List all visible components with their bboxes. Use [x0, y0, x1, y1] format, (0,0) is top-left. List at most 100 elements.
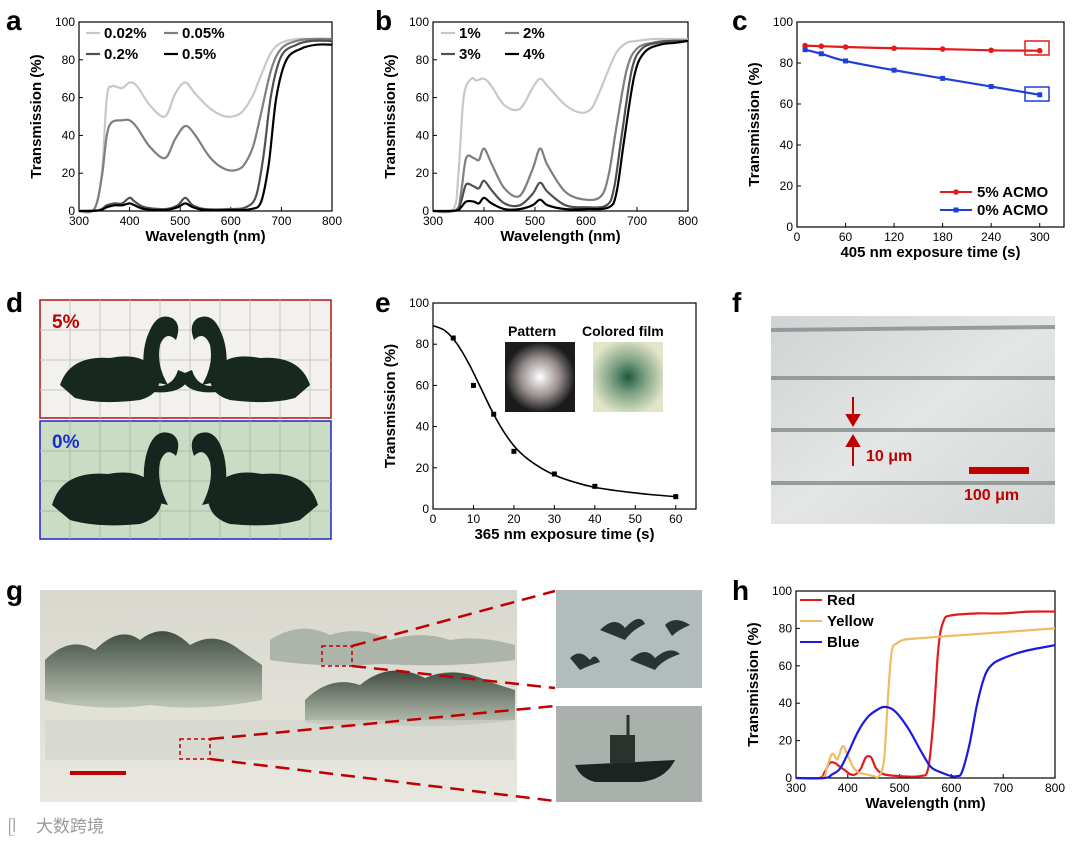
inset-film-label: Colored film	[582, 323, 664, 339]
data-point	[891, 45, 897, 52]
series-line-Red	[795, 610, 1056, 780]
arrow-up	[845, 434, 861, 447]
x-tick-label: 300	[423, 214, 443, 228]
y-tick-label: 40	[780, 138, 794, 152]
chart-a: 300 400 500 600 700 800 0 20 40 60 80 100 Wavelength…	[28, 15, 342, 245]
y-tick-label: 0	[68, 204, 75, 218]
data-point	[511, 448, 517, 454]
series-line-1%	[432, 37, 688, 214]
x-tick-label: 800	[322, 214, 342, 228]
plot-frame	[432, 302, 697, 510]
legend-label: Yellow	[827, 613, 874, 630]
data-point	[673, 494, 679, 500]
legend-label: 0.05%	[182, 25, 225, 42]
x-tick-label: 800	[678, 214, 698, 228]
y-axis-label: Transmission (%)	[382, 344, 399, 468]
series-line-0.05%	[78, 37, 333, 214]
data-point	[988, 84, 994, 90]
x-tick-label: 400	[120, 214, 140, 228]
x-axis-label: Wavelength (nm)	[500, 228, 620, 245]
zoom-line-1	[351, 589, 556, 648]
x-tick-label: 20	[507, 512, 521, 526]
micrograph-background	[771, 316, 1055, 524]
x-tick-label: 300	[69, 214, 89, 228]
y-tick-label: 80	[779, 621, 793, 635]
x-tick-label: 30	[548, 512, 562, 526]
micrograph: 10 μm 100 μm	[770, 316, 1056, 524]
x-axis-label: 405 nm exposure time (s)	[840, 244, 1020, 261]
water-reflection	[45, 720, 515, 760]
panel-label-c: c	[732, 5, 748, 36]
data-point	[1036, 47, 1043, 54]
watermark-logo-icon: ᥫ	[8, 817, 16, 836]
data-point	[988, 47, 994, 54]
y-tick-label: 0	[786, 220, 793, 234]
mountain-left	[45, 631, 262, 708]
legend-label: 5% ACMO	[977, 184, 1048, 201]
x-axis-label: 365 nm exposure time (s)	[474, 526, 654, 543]
colored-film-image	[593, 342, 663, 412]
x-axis-label: Wavelength (nm)	[145, 228, 265, 245]
arrow-down	[845, 414, 861, 427]
zoom-inset-birds	[556, 590, 702, 688]
x-tick-label: 40	[588, 512, 602, 526]
legend-label: 4%	[523, 46, 545, 63]
y-axis-label: Transmission (%)	[28, 54, 45, 178]
x-tick-label: 800	[1045, 781, 1065, 795]
x-tick-label: 0	[430, 512, 437, 526]
scale-bar-f	[969, 467, 1029, 474]
swan-photo-panel: 5% 0%	[39, 299, 332, 540]
x-tick-label: 700	[627, 214, 647, 228]
series-line-4%	[432, 39, 689, 213]
data-point	[1037, 92, 1043, 98]
legend-marker	[953, 207, 959, 213]
swan-pair-bottom	[52, 432, 318, 526]
x-tick-label: 240	[981, 230, 1001, 244]
zoom-line-2	[351, 664, 556, 690]
y-tick-label: 60	[416, 91, 430, 105]
series-line-0.2%	[78, 39, 333, 213]
x-axis-label: Wavelength (nm)	[865, 795, 985, 812]
x-tick-label: 500	[890, 781, 910, 795]
y-tick-label: 60	[416, 378, 430, 392]
y-tick-label: 80	[62, 53, 76, 67]
data-point	[551, 471, 557, 477]
x-tick-label: 400	[838, 781, 858, 795]
scale-bar-g	[70, 771, 126, 775]
y-tick-label: 80	[416, 53, 430, 67]
label-5pct: 5%	[52, 312, 80, 333]
watermark: 大数跨境	[36, 817, 104, 837]
y-axis-label: Transmission (%)	[745, 622, 762, 746]
spacing-label: 10 μm	[866, 448, 912, 465]
legend-label: 0.02%	[104, 25, 147, 42]
zoom-box-boat	[179, 738, 211, 760]
series-line-Yellow	[795, 627, 1056, 780]
x-tick-label: 10	[467, 512, 481, 526]
x-tick-label: 500	[170, 214, 190, 228]
x-tick-label: 700	[993, 781, 1013, 795]
y-tick-label: 100	[55, 15, 75, 29]
y-tick-label: 100	[409, 15, 429, 29]
x-tick-label: 500	[525, 214, 545, 228]
data-point	[802, 47, 808, 53]
panel-label-g: g	[6, 575, 23, 606]
data-point	[450, 335, 456, 341]
y-tick-label: 100	[409, 296, 429, 310]
data-point	[802, 42, 808, 49]
chart-e: 0 10 20 30 40 50 60 0 20 40 60 80 100 365 nm exposure…	[382, 296, 697, 543]
y-tick-label: 100	[772, 584, 792, 598]
y-tick-label: 60	[779, 659, 793, 673]
inset-pattern-label: Pattern	[508, 323, 556, 339]
series-line-Blue	[795, 644, 1056, 780]
y-tick-label: 80	[780, 56, 794, 70]
y-tick-label: 40	[779, 696, 793, 710]
y-tick-label: 100	[773, 15, 793, 29]
y-tick-label: 20	[62, 166, 76, 180]
x-tick-label: 60	[839, 230, 853, 244]
zoom-box-birds	[321, 645, 353, 667]
series-line-3%	[432, 39, 689, 213]
data-point	[843, 58, 849, 64]
x-tick-label: 300	[786, 781, 806, 795]
x-tick-label: 600	[221, 214, 241, 228]
data-point	[470, 382, 476, 388]
